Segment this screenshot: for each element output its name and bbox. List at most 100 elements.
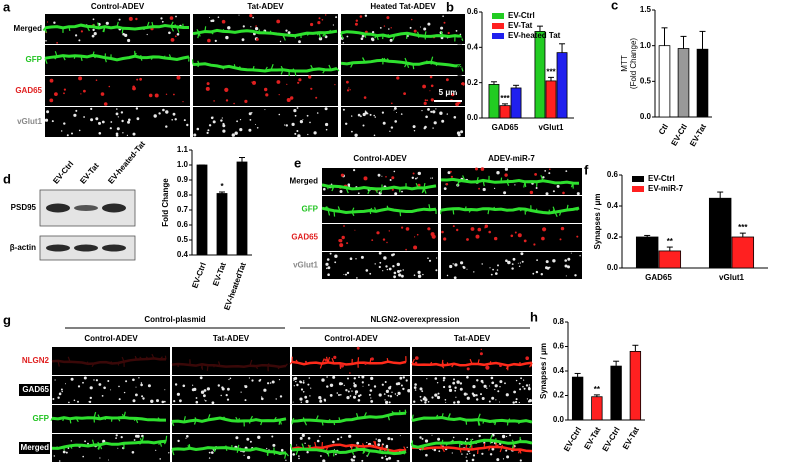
puncta bbox=[385, 389, 389, 393]
puncta bbox=[390, 126, 394, 129]
puncta bbox=[234, 131, 238, 135]
micrograph bbox=[440, 167, 582, 196]
spine bbox=[121, 28, 124, 34]
y-tick-label: 0.5 bbox=[640, 76, 652, 85]
puncta bbox=[523, 239, 527, 243]
puncta bbox=[335, 16, 338, 19]
puncta bbox=[213, 100, 215, 102]
puncta bbox=[396, 262, 400, 267]
puncta bbox=[162, 108, 165, 112]
spine bbox=[217, 361, 221, 367]
puncta bbox=[264, 109, 266, 111]
micrograph bbox=[340, 14, 465, 44]
puncta bbox=[395, 382, 399, 386]
spine bbox=[421, 445, 425, 451]
puncta bbox=[334, 261, 337, 264]
puncta bbox=[115, 434, 118, 437]
puncta bbox=[443, 385, 446, 389]
spine bbox=[415, 182, 419, 189]
puncta bbox=[57, 396, 60, 399]
puncta bbox=[98, 121, 101, 125]
spine bbox=[570, 182, 574, 188]
puncta bbox=[176, 33, 180, 36]
puncta bbox=[117, 447, 119, 449]
puncta bbox=[139, 77, 143, 81]
puncta bbox=[452, 225, 455, 228]
puncta bbox=[366, 441, 368, 444]
puncta bbox=[89, 400, 92, 403]
image-bg bbox=[52, 434, 170, 462]
puncta bbox=[63, 92, 65, 95]
puncta bbox=[323, 398, 326, 401]
puncta bbox=[413, 386, 417, 389]
puncta bbox=[229, 377, 232, 380]
y-tick-label: 0.6 bbox=[177, 220, 189, 229]
puncta bbox=[510, 234, 514, 238]
puncta bbox=[345, 122, 348, 126]
spine bbox=[338, 417, 341, 422]
spine bbox=[327, 451, 330, 457]
puncta bbox=[172, 112, 176, 116]
micrograph bbox=[411, 347, 533, 375]
puncta bbox=[335, 453, 337, 456]
puncta bbox=[158, 112, 161, 115]
puncta bbox=[391, 188, 394, 191]
puncta bbox=[348, 87, 350, 89]
spine bbox=[392, 34, 396, 41]
puncta bbox=[541, 236, 545, 241]
puncta bbox=[437, 392, 440, 395]
puncta bbox=[417, 270, 421, 274]
puncta bbox=[409, 26, 412, 29]
puncta bbox=[327, 273, 330, 277]
puncta bbox=[472, 438, 474, 440]
puncta bbox=[567, 265, 570, 269]
image-bg bbox=[441, 224, 582, 251]
image-bg bbox=[292, 347, 410, 375]
puncta bbox=[455, 102, 459, 107]
puncta bbox=[385, 400, 389, 404]
puncta bbox=[294, 114, 297, 117]
spine bbox=[428, 204, 431, 210]
row-label: GFP bbox=[302, 205, 319, 214]
bar bbox=[488, 84, 500, 119]
puncta bbox=[176, 392, 180, 396]
x-tick-label: EV-Tat bbox=[688, 122, 708, 148]
puncta bbox=[427, 257, 429, 260]
puncta bbox=[240, 391, 242, 393]
puncta bbox=[492, 268, 494, 271]
spine bbox=[67, 356, 71, 362]
puncta bbox=[183, 119, 186, 122]
label-bg bbox=[19, 384, 50, 396]
puncta bbox=[496, 458, 500, 462]
puncta bbox=[480, 393, 482, 396]
row-label: GFP bbox=[26, 55, 43, 64]
puncta bbox=[385, 176, 387, 178]
puncta bbox=[545, 260, 549, 264]
puncta bbox=[454, 386, 457, 389]
puncta bbox=[227, 26, 231, 30]
puncta bbox=[383, 393, 386, 395]
puncta bbox=[242, 25, 245, 28]
puncta bbox=[340, 363, 344, 368]
puncta bbox=[315, 96, 318, 99]
micrograph bbox=[51, 347, 170, 375]
puncta bbox=[354, 22, 358, 26]
spine bbox=[223, 416, 227, 420]
puncta bbox=[248, 128, 252, 132]
puncta bbox=[393, 275, 396, 279]
puncta bbox=[373, 114, 376, 117]
image-bg bbox=[412, 376, 532, 404]
image-bg bbox=[172, 376, 290, 404]
micrograph bbox=[44, 107, 190, 137]
spine bbox=[566, 204, 569, 211]
puncta bbox=[83, 376, 87, 380]
puncta bbox=[212, 120, 216, 124]
puncta bbox=[499, 386, 501, 388]
spine bbox=[260, 420, 263, 426]
puncta bbox=[165, 126, 167, 128]
puncta bbox=[419, 436, 422, 439]
puncta bbox=[478, 187, 480, 190]
puncta bbox=[77, 400, 79, 403]
puncta bbox=[293, 385, 295, 387]
puncta bbox=[534, 173, 537, 176]
